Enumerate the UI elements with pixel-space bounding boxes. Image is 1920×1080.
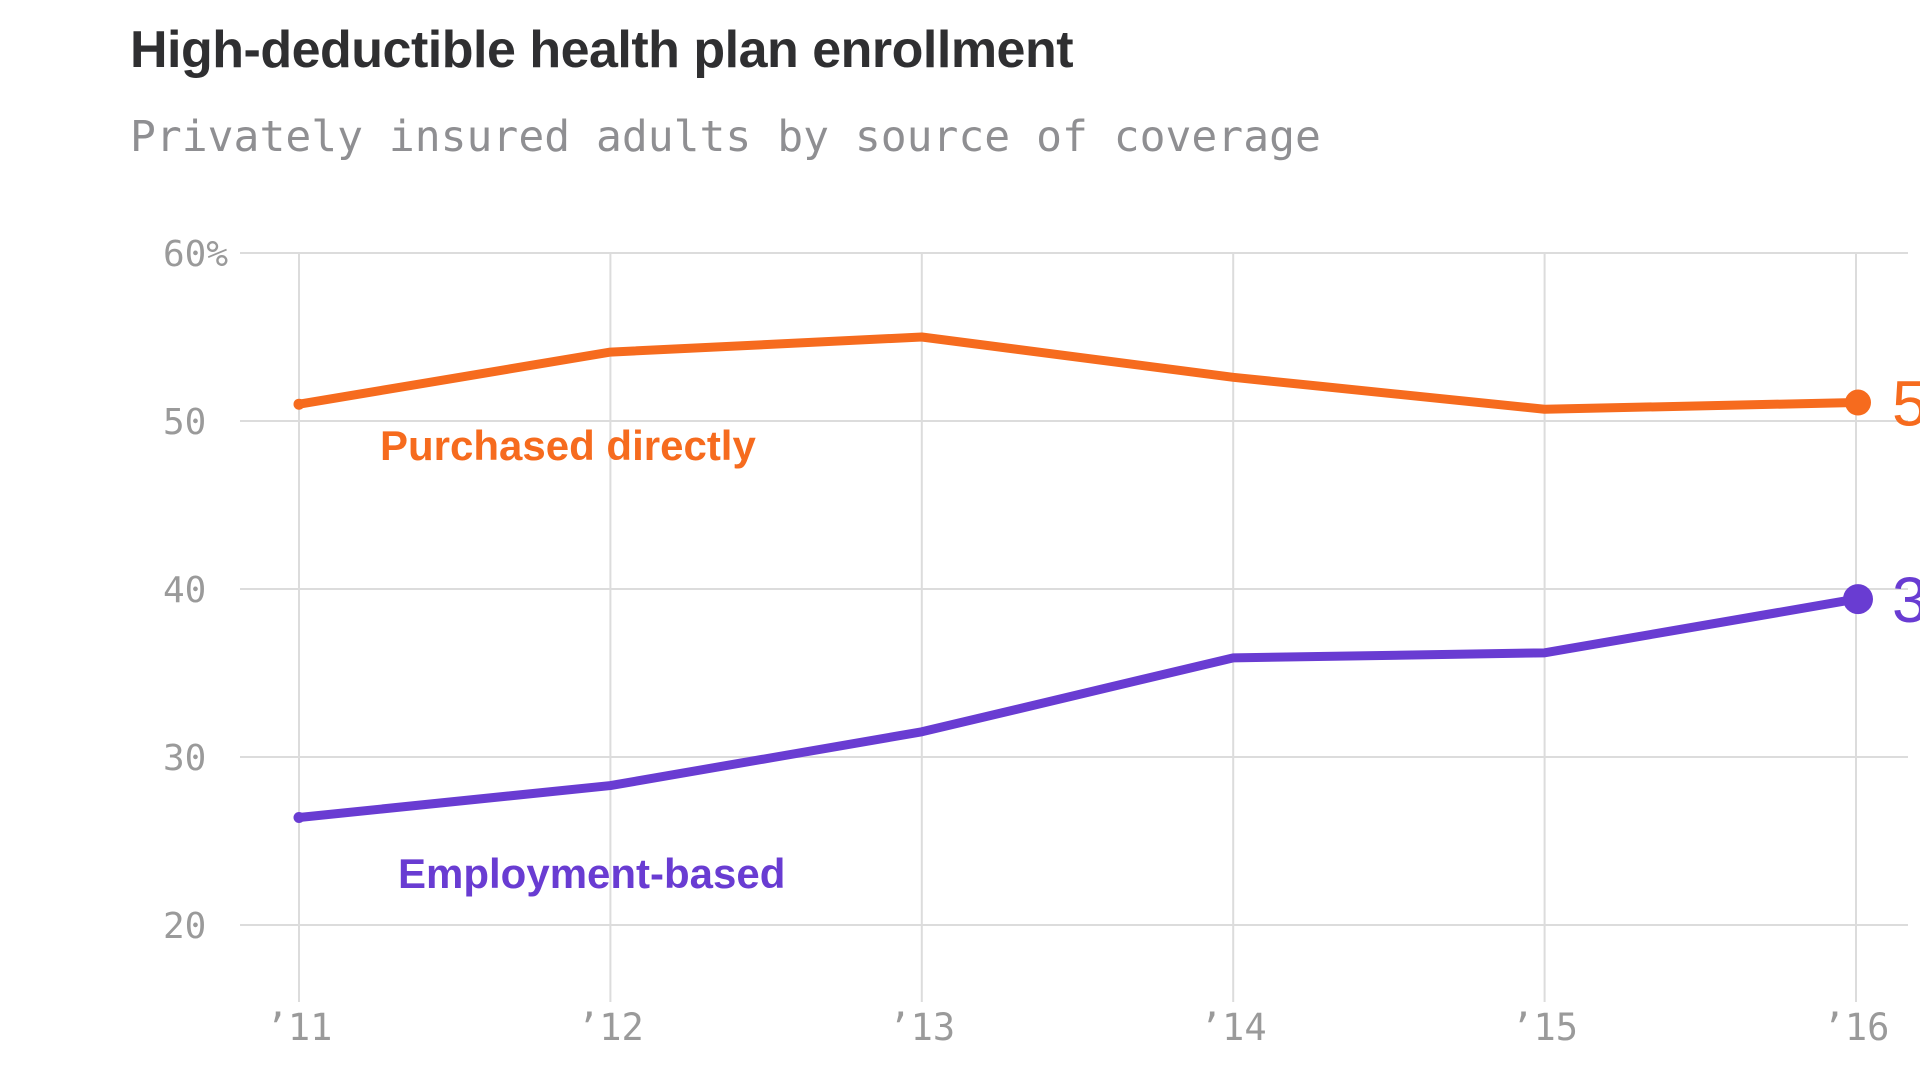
purchased-directly-end-dot <box>1845 389 1871 416</box>
y-axis-label-60: 60% <box>163 234 228 275</box>
purchased-directly-series-label: Purchased directly <box>380 422 756 469</box>
y-axis-label-20: 20 <box>163 906 206 947</box>
y-axis-label-30: 30 <box>163 738 206 779</box>
x-axis-label--11: ’11 <box>266 1006 333 1049</box>
x-axis-label--14: ’14 <box>1200 1006 1267 1049</box>
y-axis-label-40: 40 <box>163 570 206 611</box>
x-axis-label--15: ’15 <box>1511 1006 1578 1049</box>
x-axis-label--16: ’16 <box>1823 1006 1890 1049</box>
employment-based-series-label: Employment-based <box>398 850 785 897</box>
chart-subtitle: Privately insured adults by source of co… <box>130 112 1321 162</box>
employment-based-end-dot <box>1843 584 1873 615</box>
purchased-directly-end-value-label: 5 <box>1892 368 1920 440</box>
y-axis-label-50: 50 <box>163 402 206 443</box>
employment-based-start-dot <box>293 811 305 823</box>
employment-based-end-value-label: 3 <box>1892 564 1920 636</box>
employment-based-line <box>294 594 1861 822</box>
chart-title: High-deductible health plan enrollment <box>130 21 1074 79</box>
purchased-directly-line <box>294 332 1861 414</box>
purchased-directly-start-dot <box>293 398 305 410</box>
x-axis-label--12: ’12 <box>577 1006 644 1049</box>
x-axis-label--13: ’13 <box>888 1006 955 1049</box>
